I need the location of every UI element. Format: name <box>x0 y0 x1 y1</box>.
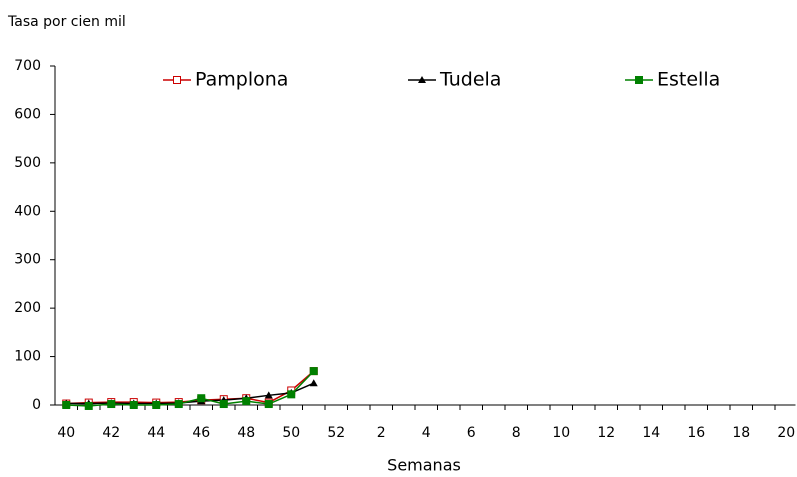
marker <box>84 401 93 410</box>
marker <box>264 391 273 399</box>
y-tick-label: 0 <box>32 397 41 413</box>
legend-marker <box>173 76 181 84</box>
x-tick-label: 18 <box>732 425 750 441</box>
y-tick-label: 400 <box>14 203 41 219</box>
series-line <box>66 370 315 407</box>
x-tick-label: 52 <box>327 425 345 441</box>
x-tick-label: 8 <box>512 425 521 441</box>
x-tick-label: 50 <box>282 425 300 441</box>
x-tick-label: 6 <box>467 425 476 441</box>
y-tick-label: 300 <box>14 252 41 268</box>
series-line <box>66 370 315 405</box>
x-tick-label: 14 <box>642 425 660 441</box>
legend-label: Estella <box>657 69 720 91</box>
marker <box>62 401 71 409</box>
marker <box>242 397 251 406</box>
y-tick-label: 500 <box>14 155 41 171</box>
y-tick-label: 700 <box>14 58 41 74</box>
x-tick-label: 48 <box>237 425 255 441</box>
legend-label: Pamplona <box>195 69 288 91</box>
x-tick-label: 44 <box>147 425 165 441</box>
y-axis-label: Tasa por cien mil <box>7 14 126 30</box>
legend-label: Tudela <box>439 69 501 91</box>
marker <box>152 401 161 409</box>
x-tick-label: 20 <box>777 425 795 441</box>
x-tick-label: 42 <box>102 425 120 441</box>
marker <box>219 400 228 409</box>
x-axis-label: Semanas <box>387 456 461 475</box>
y-tick-label: 200 <box>14 300 41 316</box>
marker <box>197 394 206 403</box>
x-tick-label: 10 <box>552 425 570 441</box>
marker <box>264 400 273 409</box>
x-tick-label: 4 <box>422 425 431 441</box>
x-tick-label: 16 <box>687 425 705 441</box>
marker <box>309 379 318 387</box>
x-tick-label: 46 <box>192 425 210 441</box>
legend-marker <box>418 76 426 83</box>
y-tick-label: 600 <box>14 106 41 122</box>
marker <box>129 401 138 409</box>
marker <box>107 400 116 409</box>
x-tick-label: 2 <box>377 425 386 441</box>
marker <box>287 390 296 399</box>
marker <box>309 367 318 376</box>
x-tick-label: 40 <box>57 425 75 441</box>
y-tick-label: 100 <box>14 349 41 365</box>
x-tick-label: 12 <box>597 425 615 441</box>
marker <box>174 400 183 409</box>
legend-marker <box>635 76 643 84</box>
